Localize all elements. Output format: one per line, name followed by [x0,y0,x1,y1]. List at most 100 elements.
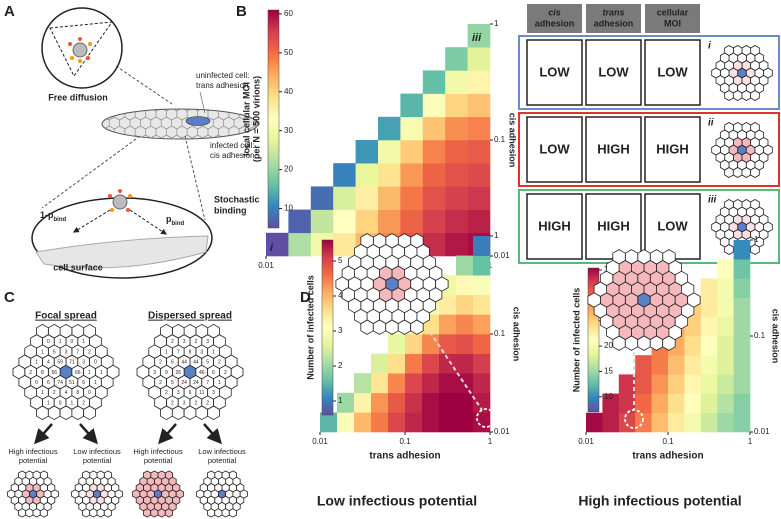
heatmap-cell [310,186,334,210]
hex-cell [150,470,159,480]
cell-count: 1 [41,390,44,396]
heatmap-cell [717,393,734,414]
cell-count: 0 [94,360,97,366]
heatmap-cell [445,140,468,164]
heatmap-cell [717,259,734,279]
cell-count: 6 [171,360,174,366]
heatmap-cell [371,412,389,433]
x-tick-label: 1 [488,437,493,446]
arrow [203,423,222,445]
x-tick-label: 0.1 [399,437,411,446]
heatmap-cell [355,186,379,210]
table-text: LOW [598,64,629,79]
heatmap-cell [717,374,734,394]
outcome-label: High infectious [133,447,182,456]
leader [199,91,206,114]
hex-grid [711,122,773,178]
hex-cell [195,323,209,339]
corner-label: i [270,242,274,254]
heatmap-cell [717,336,734,356]
cell-count: 5 [206,360,209,366]
heatmap-cell [445,116,468,141]
outcome-label: Low infectious [73,447,121,456]
colorbar-tick-label: 10 [284,204,293,213]
heatmap-cell [445,47,468,71]
row-label: ii [708,118,714,129]
heatmap-cell [456,294,474,315]
heatmap-cell [684,316,702,337]
arrow [79,423,98,445]
cell-count: 59 [57,360,63,366]
cell-count: 3 [200,349,203,355]
hex-cell [649,249,664,265]
cell-count: 1 [59,339,62,345]
cell-count: 2 [206,400,209,406]
cell-count: 1 [218,380,221,386]
heatmap-cell [333,186,356,210]
panel-a: Free diffusion uninfected cell: trans ad… [31,7,260,279]
annotation: 1-pbind [40,210,66,222]
outcome-label: High infectious [8,447,57,456]
heatmap-cell [405,373,423,394]
heatmap-cell [473,294,491,315]
zoom-line [41,135,141,209]
heatmap-cell [333,232,356,257]
table-text: LOW [539,64,570,79]
annotation: uninfected cell: [196,71,249,80]
virion-cloud [49,355,83,389]
hex-cell [637,249,651,265]
cell-count: 3 [82,360,85,366]
heatmap-cell [320,412,338,433]
hex-cell [195,405,209,421]
heatmap-cell [445,209,468,234]
heatmap-cell [400,93,424,118]
heatmap-cell [266,232,289,257]
table-cell [644,39,701,106]
hex-grid [132,470,184,518]
heatmap-cell [378,116,401,141]
annotation: binding [214,205,247,215]
zoom-circle [476,408,496,428]
cell-count: 56 [51,370,57,376]
heatmap-cell [473,236,491,256]
hex-cell [719,159,730,171]
hex-cell [624,335,639,351]
heatmap-cell [700,297,718,318]
heatmap-cell [422,209,446,234]
heatmap-cell [371,353,389,374]
cell-count: 7 [206,380,209,386]
heatmap-cell [445,93,468,118]
virion [68,37,92,63]
colorbar-tick-label: 5 [338,256,343,265]
colorbar-tick-label: 15 [604,367,613,376]
heatmap-cell [733,259,751,279]
heatmap-cell [400,116,424,141]
heatmap-cell [400,163,424,187]
heatmap-cell [635,393,652,414]
heatmap-cell [651,393,669,414]
hex-cell [103,470,112,480]
heatmap-cell [684,336,702,356]
hex-cell [732,90,743,101]
heatmap-cell [378,186,401,210]
cell-count: 2 [29,370,32,376]
zoom-line [429,331,483,411]
heatmap-cell [717,355,734,375]
cell-count: 6 [212,370,215,376]
hex-cell [71,323,85,339]
cell-count: 3 [177,390,180,396]
heatmap-cell [473,412,491,433]
x-axis-label: trans adhesion [632,451,703,462]
hex-cell [397,319,412,335]
hex-cell [25,470,34,480]
colorbar-tick-label: 20 [604,341,613,350]
heatmap-cell [467,186,491,210]
hex-cell [71,405,85,421]
heatmap-cell [378,163,401,187]
heatmap-cell [388,373,406,394]
cell-count: 8 [76,390,79,396]
heatmap-cell [439,314,457,335]
table-text: HIGH [597,218,630,233]
cell-count: 1 [212,349,215,355]
colorbar-tick-label: 60 [284,9,293,18]
